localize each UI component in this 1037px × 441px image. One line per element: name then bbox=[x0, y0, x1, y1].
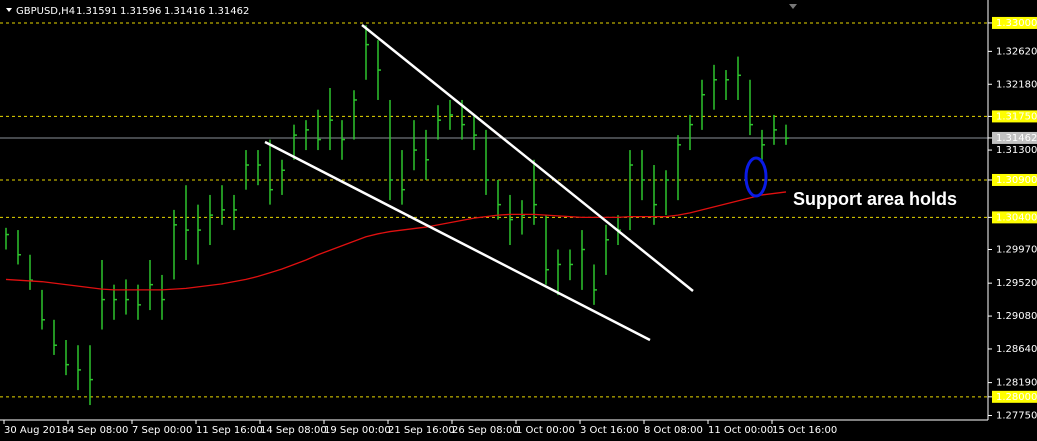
x-tick-label: 3 Oct 16:00 bbox=[580, 425, 639, 436]
x-tick-label: 26 Sep 08:00 bbox=[452, 425, 519, 436]
y-tick-label: 1.28640 bbox=[996, 344, 1037, 355]
highlight-ellipse bbox=[744, 156, 768, 198]
trend-line bbox=[361, 24, 694, 292]
y-tick-label: 1.30400 bbox=[996, 212, 1037, 223]
x-tick-label: 4 Sep 08:00 bbox=[68, 425, 128, 436]
symbol: GBPUSD,H4 bbox=[16, 6, 75, 17]
x-tick-label: 11 Oct 00:00 bbox=[708, 425, 773, 436]
y-tick-label: 1.28000 bbox=[996, 392, 1037, 403]
y-tick-label: 1.29970 bbox=[996, 245, 1037, 256]
y-label-box bbox=[992, 211, 1037, 224]
header-price: 1.31462 bbox=[208, 6, 249, 17]
x-tick-label: 19 Sep 00:00 bbox=[324, 425, 391, 436]
y-tick-label: 1.31462 bbox=[996, 133, 1037, 144]
header-price: 1.31596 bbox=[120, 6, 161, 17]
y-label-box bbox=[992, 390, 1037, 403]
y-tick-label: 1.29520 bbox=[996, 278, 1037, 289]
menu-arrow[interactable] bbox=[6, 8, 12, 12]
annotation: Support area holds bbox=[793, 189, 957, 209]
header-price: 1.31416 bbox=[164, 6, 205, 17]
x-tick-label: 14 Sep 08:00 bbox=[260, 425, 327, 436]
y-tick-label: 1.33000 bbox=[996, 18, 1037, 29]
x-tick-label: 11 Sep 16:00 bbox=[196, 425, 263, 436]
plot bbox=[5, 25, 789, 406]
x-tick-label: 21 Sep 16:00 bbox=[388, 425, 455, 436]
y-label-box bbox=[992, 173, 1037, 186]
shift-marker bbox=[789, 4, 797, 9]
y-tick-label: 1.32180 bbox=[996, 79, 1037, 90]
y-label-box bbox=[992, 16, 1037, 29]
x-tick-label: 15 Oct 16:00 bbox=[772, 425, 837, 436]
header-price: 1.31591 bbox=[76, 6, 117, 17]
levels bbox=[0, 22, 988, 398]
y-tick-label: 1.31750 bbox=[996, 111, 1037, 122]
trend-line bbox=[264, 140, 651, 342]
y-tick-label: 1.27750 bbox=[996, 411, 1037, 422]
x-tick-label: 8 Oct 08:00 bbox=[644, 425, 703, 436]
y-tick-label: 1.30900 bbox=[996, 175, 1037, 186]
y-label-box bbox=[992, 110, 1037, 123]
y-tick-label: 1.29080 bbox=[996, 311, 1037, 322]
y-tick-label: 1.28190 bbox=[996, 378, 1037, 389]
x-tick-label: 7 Sep 00:00 bbox=[132, 425, 192, 436]
x-tick-label: 30 Aug 2018 bbox=[4, 425, 68, 436]
y-label-box bbox=[992, 131, 1037, 144]
moving-average bbox=[5, 191, 787, 291]
y-tick-label: 1.31300 bbox=[996, 145, 1037, 156]
y-tick-label: 1.32620 bbox=[996, 46, 1037, 57]
x-tick-label: 1 Oct 00:00 bbox=[516, 425, 575, 436]
